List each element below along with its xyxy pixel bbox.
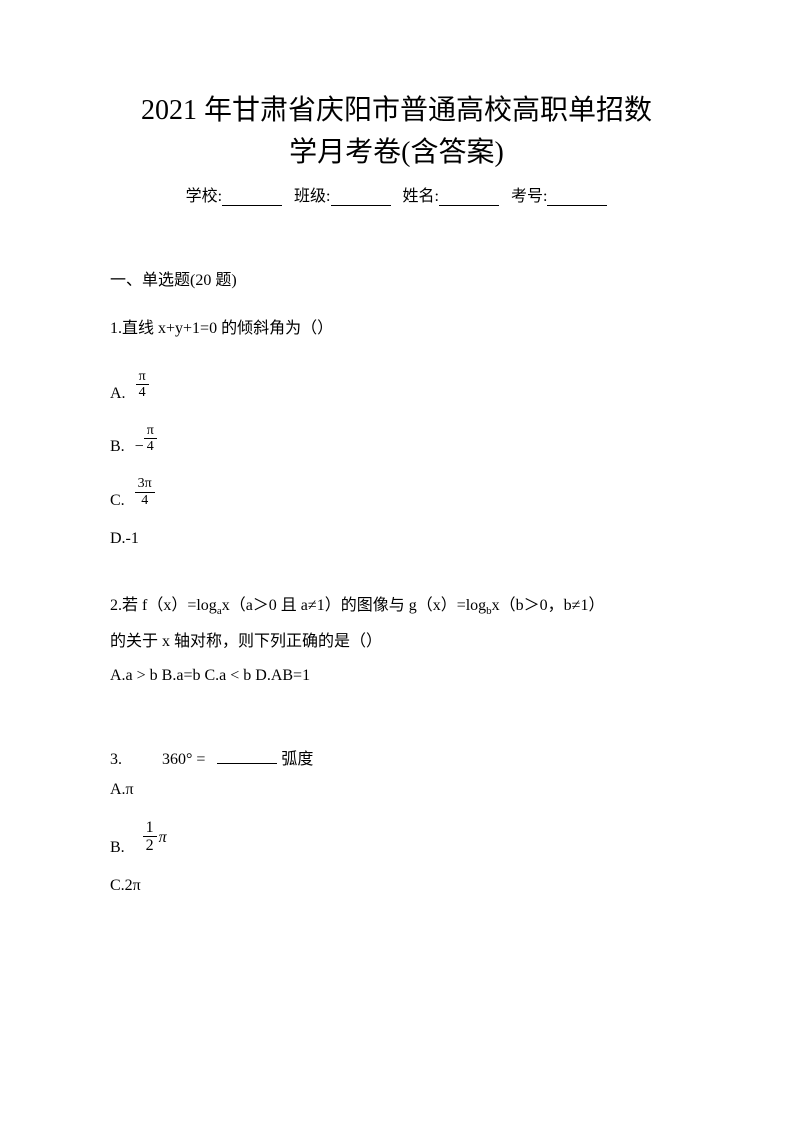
- q1-c-denominator: 4: [135, 493, 155, 508]
- q3-option-a: A.π: [110, 781, 683, 799]
- q1-b-fraction: π 4: [144, 423, 157, 455]
- q2-options: A.a > b B.a=b C.a < b D.AB=1: [110, 667, 683, 685]
- q3-content: 360° = 弧度: [162, 745, 313, 769]
- question-1-text: 1.直线 x+y+1=0 的倾斜角为（）: [110, 315, 683, 344]
- q1-c-fraction: 3π 4: [135, 476, 155, 508]
- q1-option-d: D.-1: [110, 530, 683, 548]
- exam-no-blank: [547, 190, 607, 206]
- q1-option-b: B. − π 4: [110, 423, 683, 457]
- q1-b-label: B.: [110, 438, 125, 456]
- q1-c-label: C.: [110, 492, 125, 510]
- q1-b-numerator: π: [144, 423, 157, 439]
- school-blank: [222, 190, 282, 206]
- q1-a-fraction: π 4: [136, 369, 149, 401]
- q1-option-c: C. 3π 4: [110, 476, 683, 510]
- q1-a-numerator: π: [136, 369, 149, 385]
- q3-b-fraction-pi: 1 2 π: [137, 819, 167, 857]
- title-line-1: 2021 年甘肃省庆阳市普通高校高职单招数: [141, 95, 652, 126]
- school-label: 学校:: [186, 188, 222, 205]
- q2-part2: x（a＞0 且 a≠1）的图像与 g（x）=log: [222, 597, 486, 614]
- q1-c-numerator: 3π: [135, 476, 155, 492]
- q3-b-fraction: 1 2: [143, 819, 157, 855]
- class-blank: [331, 190, 391, 206]
- q2-part3: x（b＞0，b≠1）: [492, 597, 605, 614]
- q3-b-pi: π: [159, 829, 167, 847]
- title-line-2: 学月考卷(含答案): [289, 137, 504, 168]
- q1-b-negative: −: [135, 438, 144, 456]
- q2-line2: 的关于 x 轴对称，则下列正确的是（）: [110, 633, 382, 650]
- student-info-line: 学校: 班级: 姓名: 考号:: [110, 182, 683, 206]
- q3-unit: 弧度: [281, 745, 313, 769]
- q1-a-denominator: 4: [136, 385, 149, 400]
- q3-label: 3.: [110, 751, 122, 769]
- q3-degree: 360° =: [162, 751, 205, 769]
- q3-b-label: B.: [110, 839, 125, 857]
- q2-part1: 2.若 f（x）=log: [110, 597, 217, 614]
- q3-option-b: B. 1 2 π: [110, 819, 683, 857]
- q1-a-label: A.: [110, 385, 126, 403]
- q3-b-denominator: 2: [143, 837, 157, 855]
- name-label: 姓名:: [403, 188, 439, 205]
- section-1-header: 一、单选题(20 题): [110, 266, 683, 290]
- question-3-line: 3. 360° = 弧度: [110, 745, 683, 769]
- exam-title: 2021 年甘肃省庆阳市普通高校高职单招数 学月考卷(含答案): [110, 90, 683, 174]
- q3-b-numerator: 1: [143, 819, 157, 838]
- class-label: 班级:: [294, 188, 330, 205]
- name-blank: [439, 190, 499, 206]
- q1-option-a: A. π 4: [110, 369, 683, 403]
- q3-option-c: C.2π: [110, 877, 683, 895]
- exam-no-label: 考号:: [511, 188, 547, 205]
- q1-b-denominator: 4: [144, 439, 157, 454]
- question-2-text: 2.若 f（x）=logax（a＞0 且 a≠1）的图像与 g（x）=logbx…: [110, 588, 683, 659]
- q3-blank: [217, 750, 277, 764]
